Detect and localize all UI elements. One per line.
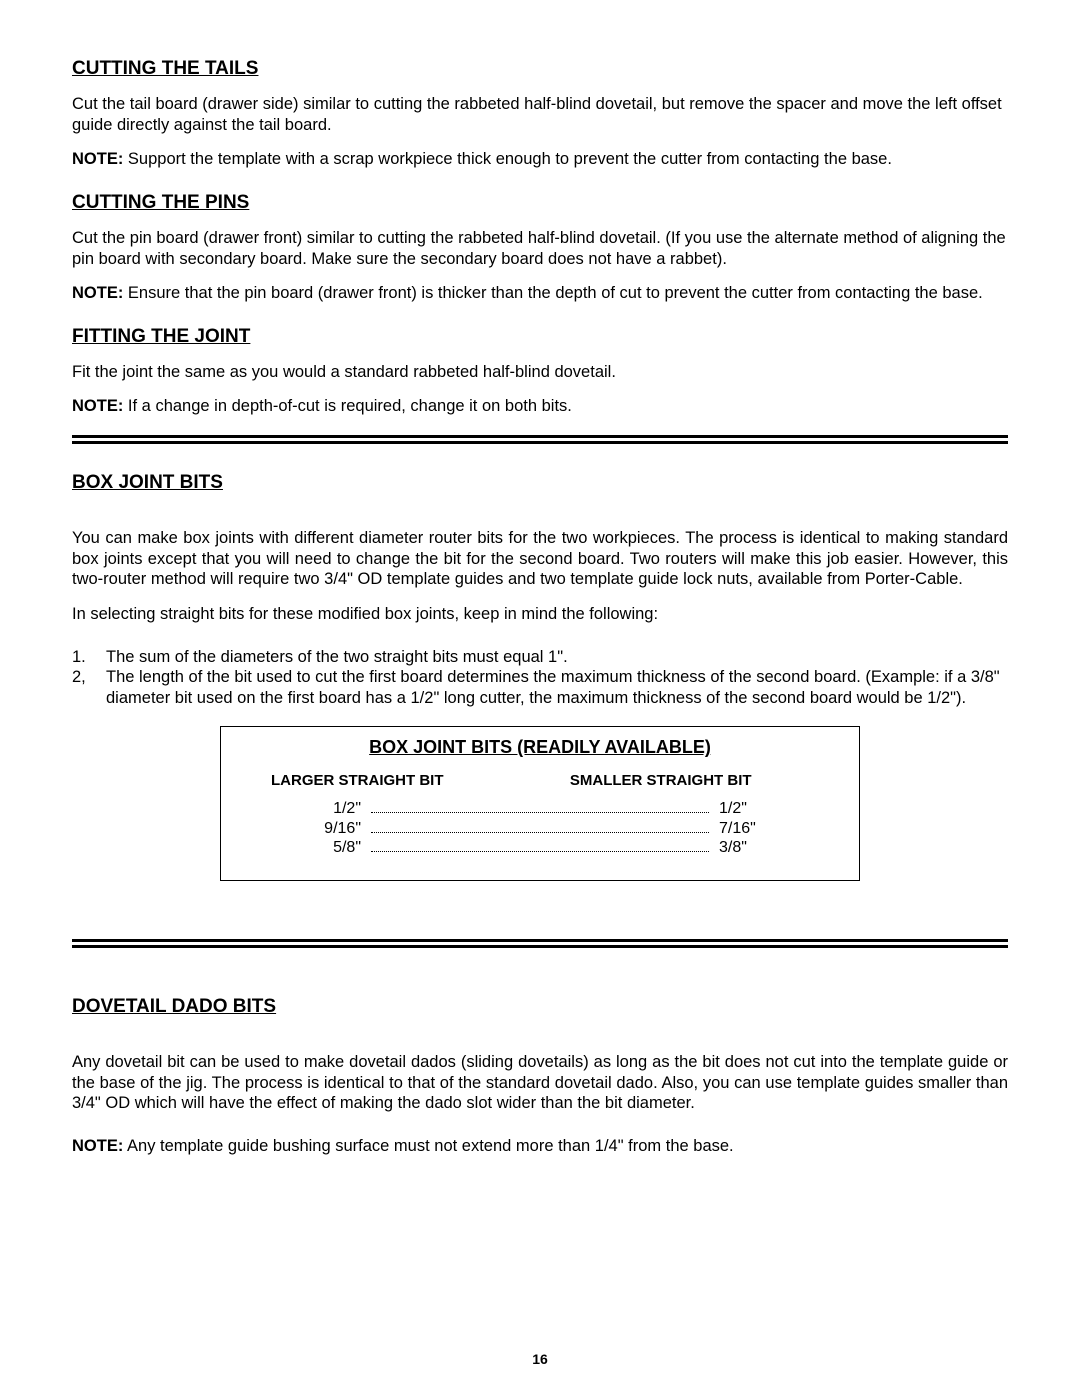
table-header-right: SMALLER STRAIGHT BIT xyxy=(570,772,839,789)
heading-dovetail-dado-bits: DOVETAIL DADO BITS xyxy=(72,996,1008,1018)
spacer xyxy=(72,1032,1008,1052)
dovetail-dado-para1: Any dovetail bit can be used to make dov… xyxy=(72,1052,1008,1114)
box-joint-list: 1. The sum of the diameters of the two s… xyxy=(72,647,1008,709)
box-joint-bits-table: BOX JOINT BITS (READILY AVAILABLE) LARGE… xyxy=(220,726,860,881)
cutting-pins-note: NOTE: Ensure that the pin board (drawer … xyxy=(72,283,1008,304)
fitting-joint-note: NOTE: If a change in depth-of-cut is req… xyxy=(72,396,1008,417)
cutting-tails-note: NOTE: Support the template with a scrap … xyxy=(72,149,1008,170)
table-row: 5/8" 3/8" xyxy=(241,838,839,858)
note-label: NOTE: xyxy=(72,150,123,168)
list-number: 1. xyxy=(72,647,106,668)
heading-fitting-joint: FITTING THE JOINT xyxy=(72,326,1008,348)
table-cell-left: 5/8" xyxy=(241,838,367,858)
box-joint-para2: In selecting straight bits for these mod… xyxy=(72,604,1008,625)
table-cell-left: 1/2" xyxy=(241,799,367,819)
table-cell-right: 3/8" xyxy=(713,838,839,858)
table-row: 9/16" 7/16" xyxy=(241,819,839,839)
leader-dots xyxy=(371,819,709,833)
note-label: NOTE: xyxy=(72,1137,123,1155)
note-text: If a change in depth-of-cut is required,… xyxy=(123,397,572,415)
section-divider xyxy=(72,435,1008,444)
dovetail-dado-note: NOTE: Any template guide bushing surface… xyxy=(72,1136,1008,1157)
spacer xyxy=(72,508,1008,528)
table-cell-right: 7/16" xyxy=(713,819,839,839)
cutting-pins-para1: Cut the pin board (drawer front) similar… xyxy=(72,228,1008,269)
list-item: 2, The length of the bit used to cut the… xyxy=(72,667,1008,708)
table-title: BOX JOINT BITS (READILY AVAILABLE) xyxy=(241,737,839,758)
table-header-left: LARGER STRAIGHT BIT xyxy=(241,772,570,789)
spacer xyxy=(72,976,1008,996)
note-text: Ensure that the pin board (drawer front)… xyxy=(123,284,982,302)
fitting-joint-para1: Fit the joint the same as you would a st… xyxy=(72,362,1008,383)
spacer xyxy=(72,184,1008,192)
heading-cutting-pins: CUTTING THE PINS xyxy=(72,192,1008,214)
spacer xyxy=(72,1128,1008,1136)
spacer xyxy=(72,881,1008,921)
heading-box-joint-bits: BOX JOINT BITS xyxy=(72,472,1008,494)
page-number: 16 xyxy=(0,1351,1080,1367)
leader-dots xyxy=(371,800,709,814)
note-label: NOTE: xyxy=(72,284,123,302)
section-divider xyxy=(72,939,1008,948)
heading-cutting-tails: CUTTING THE TAILS xyxy=(72,58,1008,80)
list-item: 1. The sum of the diameters of the two s… xyxy=(72,647,1008,668)
list-text: The length of the bit used to cut the fi… xyxy=(106,667,1008,708)
table-cell-right: 1/2" xyxy=(713,799,839,819)
page: CUTTING THE TAILS Cut the tail board (dr… xyxy=(0,0,1080,1397)
list-number: 2, xyxy=(72,667,106,708)
note-text: Support the template with a scrap workpi… xyxy=(123,150,892,168)
box-joint-para1: You can make box joints with different d… xyxy=(72,528,1008,590)
note-text: Any template guide bushing surface must … xyxy=(123,1137,733,1155)
table-headers: LARGER STRAIGHT BIT SMALLER STRAIGHT BIT xyxy=(241,772,839,789)
table-cell-left: 9/16" xyxy=(241,819,367,839)
table-row: 1/2" 1/2" xyxy=(241,799,839,819)
spacer xyxy=(72,318,1008,326)
cutting-tails-para1: Cut the tail board (drawer side) similar… xyxy=(72,94,1008,135)
note-label: NOTE: xyxy=(72,397,123,415)
list-text: The sum of the diameters of the two stra… xyxy=(106,647,1008,668)
spacer xyxy=(72,639,1008,647)
leader-dots xyxy=(371,839,709,853)
